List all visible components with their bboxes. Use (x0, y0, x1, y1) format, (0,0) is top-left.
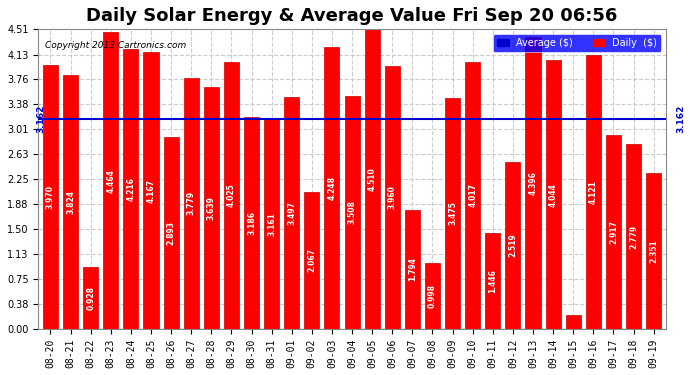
Bar (364, 29, 380, 329)
Bar (566, 315, 581, 329)
Text: 3.475: 3.475 (448, 202, 457, 225)
Text: 3.779: 3.779 (187, 191, 196, 216)
Text: 3.824: 3.824 (66, 190, 75, 214)
Text: 0.998: 0.998 (428, 284, 437, 308)
Bar (505, 162, 520, 329)
Bar (465, 62, 480, 329)
Text: 3.186: 3.186 (247, 211, 256, 235)
Bar (164, 137, 179, 329)
Bar (204, 87, 219, 329)
Bar (385, 66, 400, 329)
Bar (304, 192, 319, 329)
Text: 0.928: 0.928 (86, 286, 95, 310)
Bar (83, 267, 98, 329)
Text: 3.508: 3.508 (348, 201, 357, 224)
Bar (63, 75, 78, 329)
Text: 4.025: 4.025 (227, 183, 236, 207)
Text: 1.446: 1.446 (489, 269, 497, 293)
Bar (124, 49, 139, 329)
Bar (224, 62, 239, 329)
Text: 4.216: 4.216 (126, 177, 135, 201)
Text: 2.067: 2.067 (307, 248, 316, 272)
Text: 2.917: 2.917 (609, 220, 618, 244)
Text: 4.248: 4.248 (328, 176, 337, 200)
Bar (586, 55, 601, 329)
Text: 3.161: 3.161 (267, 212, 276, 236)
Bar (284, 97, 299, 329)
Text: 2.779: 2.779 (629, 225, 638, 249)
Bar (244, 117, 259, 329)
Bar (485, 233, 500, 329)
Text: 4.167: 4.167 (146, 178, 155, 203)
Text: 2.519: 2.519 (509, 233, 518, 257)
Bar (344, 96, 359, 329)
Bar (43, 65, 58, 329)
Text: 3.162: 3.162 (36, 105, 45, 133)
Text: 4.044: 4.044 (549, 183, 558, 207)
Bar (425, 262, 440, 329)
Text: 4.510: 4.510 (368, 167, 377, 191)
Bar (324, 46, 339, 329)
Text: 4.017: 4.017 (469, 183, 477, 207)
Text: 4.396: 4.396 (529, 171, 538, 195)
Text: 2.893: 2.893 (166, 221, 176, 245)
Text: 1.794: 1.794 (408, 257, 417, 281)
Bar (264, 119, 279, 329)
Text: 2.351: 2.351 (649, 239, 658, 263)
Text: 4.121: 4.121 (589, 180, 598, 204)
Bar (546, 60, 561, 329)
Bar (626, 144, 641, 329)
Text: 3.970: 3.970 (46, 185, 55, 209)
Bar (104, 32, 119, 329)
Legend: Average ($), Daily  ($): Average ($), Daily ($) (493, 34, 661, 52)
Text: 3.162: 3.162 (676, 105, 685, 133)
Bar (526, 37, 540, 329)
Text: 4.464: 4.464 (106, 169, 115, 193)
Text: Copyright 2013 Cartronics.com: Copyright 2013 Cartronics.com (45, 41, 186, 50)
Bar (184, 78, 199, 329)
Text: 3.639: 3.639 (207, 196, 216, 220)
Bar (606, 135, 621, 329)
Text: 3.960: 3.960 (388, 186, 397, 209)
Bar (144, 52, 159, 329)
Text: 3.497: 3.497 (287, 201, 296, 225)
Title: Daily Solar Energy & Average Value Fri Sep 20 06:56: Daily Solar Energy & Average Value Fri S… (86, 7, 618, 25)
Bar (445, 98, 460, 329)
Bar (646, 173, 661, 329)
Bar (405, 210, 420, 329)
